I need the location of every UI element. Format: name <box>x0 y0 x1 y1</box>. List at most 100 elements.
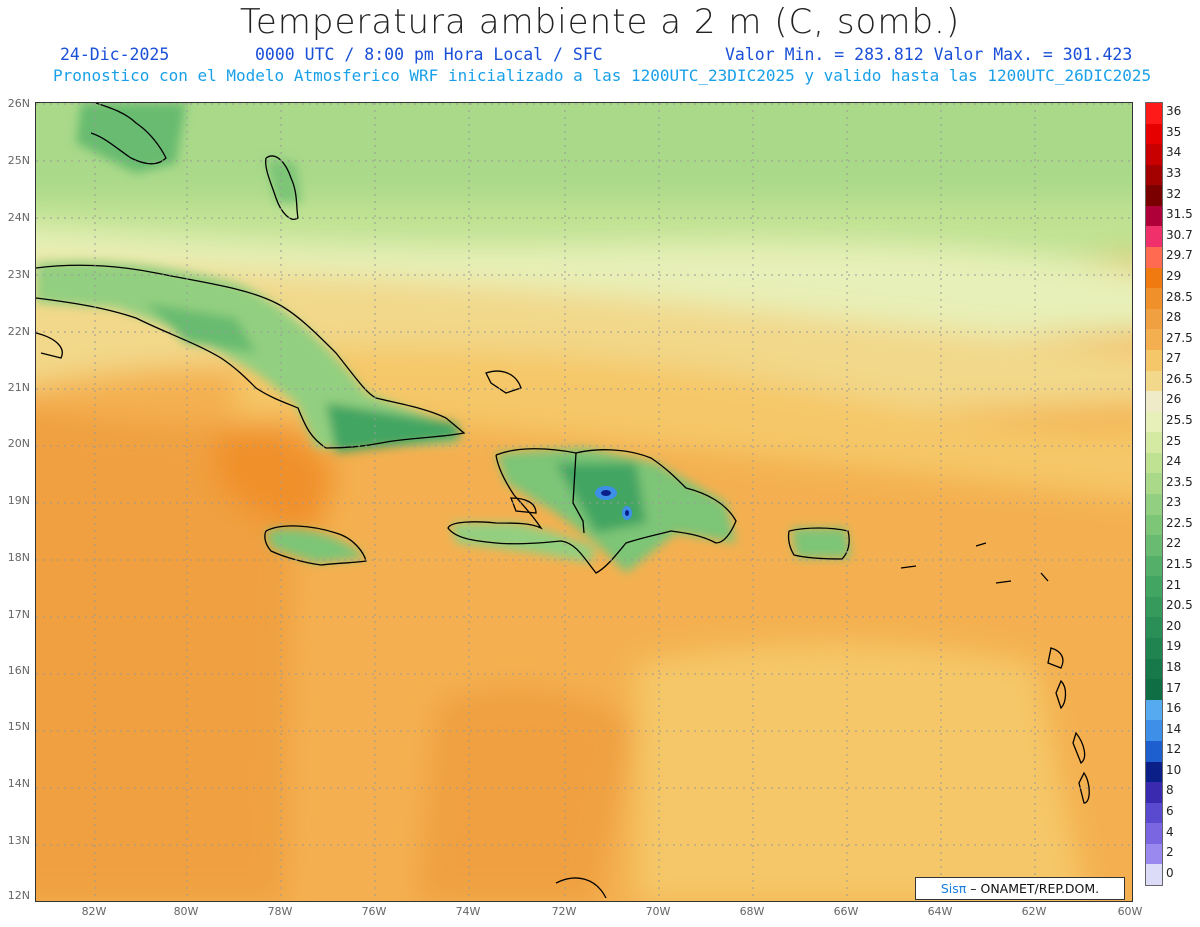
lon-label: 62W <box>1021 905 1047 918</box>
lat-label: 21N <box>7 381 30 394</box>
colorbar-label: 31.5 <box>1166 207 1193 222</box>
colorbar-label: 26.5 <box>1166 371 1193 386</box>
colorbar-label: 23 <box>1166 495 1182 510</box>
lat-label: 25N <box>7 154 30 167</box>
colorbar-label: 24 <box>1166 454 1182 469</box>
lon-label: 64W <box>927 905 953 918</box>
colorbar-label: 27.5 <box>1166 330 1193 345</box>
colorbar-label: 19 <box>1166 639 1182 654</box>
lon-label: 68W <box>739 905 765 918</box>
colorbar-cell <box>1146 370 1162 392</box>
colorbar-label: 22 <box>1166 536 1182 551</box>
colorbar-label: 25.5 <box>1166 412 1193 427</box>
lon-label: 80W <box>173 905 199 918</box>
lat-label: 18N <box>7 551 30 564</box>
lon-label: 72W <box>551 905 577 918</box>
colorbar-label: 4 <box>1166 824 1174 839</box>
lat-label: 23N <box>7 268 30 281</box>
map-canvas <box>36 103 1132 901</box>
lat-label: 24N <box>7 211 30 224</box>
colorbar-cell <box>1146 596 1162 618</box>
colorbar-label: 17 <box>1166 680 1182 695</box>
colorbar-cell <box>1146 843 1162 865</box>
lat-label: 14N <box>7 777 30 790</box>
colorbar-label: 20.5 <box>1166 598 1193 613</box>
colorbar-cell <box>1146 267 1162 289</box>
colorbar-label: 10 <box>1166 762 1182 777</box>
colorbar-label: 21 <box>1166 577 1182 592</box>
colorbar-cell <box>1146 226 1162 248</box>
colorbar-label: 18 <box>1166 659 1182 674</box>
lat-label: 16N <box>7 664 30 677</box>
colorbar-label: 28.5 <box>1166 289 1193 304</box>
forecast-time: 0000 UTC / 8:00 pm Hora Local / SFC <box>255 45 603 64</box>
colorbar-cell <box>1146 288 1162 309</box>
sispi-logo: Sisπ <box>940 881 967 896</box>
colorbar-label: 23.5 <box>1166 474 1193 489</box>
colorbar-cell <box>1146 802 1162 824</box>
colorbar-cell <box>1146 576 1162 597</box>
colorbar-cell <box>1146 493 1162 515</box>
colorbar-cell <box>1146 555 1162 577</box>
colorbar-cell <box>1146 164 1162 186</box>
lat-label: 12N <box>7 889 30 902</box>
lat-label: 19N <box>7 494 30 507</box>
colorbar-cell <box>1146 761 1162 783</box>
colorbar-cell <box>1146 473 1162 494</box>
colorbar-label: 29 <box>1166 268 1182 283</box>
colorbar-label: 25 <box>1166 433 1182 448</box>
colorbar-cell <box>1146 205 1162 227</box>
colorbar-label: 30.7 <box>1166 227 1193 242</box>
page-title: Temperatura ambiente a 2 m (C, somb.) <box>239 2 961 42</box>
coastlines <box>36 103 1090 899</box>
lat-label: 20N <box>7 437 30 450</box>
colorbar-label: 28 <box>1166 310 1182 325</box>
colorbar-cell <box>1146 123 1162 145</box>
lon-label: 78W <box>267 905 293 918</box>
colorbar-label: 16 <box>1166 701 1182 716</box>
lat-label: 13N <box>7 834 30 847</box>
colorbar-cell <box>1146 535 1162 556</box>
graticule <box>36 103 1132 901</box>
colorbar-label: 36 <box>1166 104 1182 119</box>
temperature-map <box>35 102 1133 902</box>
colorbar-cell <box>1146 638 1162 659</box>
colorbar-cell <box>1146 185 1162 206</box>
colorbar-cell <box>1146 247 1162 268</box>
colorbar-label: 14 <box>1166 721 1182 736</box>
lon-label: 70W <box>645 905 671 918</box>
credit-box: Sisπ – ONAMET/REP.DOM. <box>915 877 1125 900</box>
lat-label: 17N <box>7 608 30 621</box>
colorbar-cell <box>1146 679 1162 700</box>
colorbar-cell <box>1146 329 1162 350</box>
colorbar-label: 29.7 <box>1166 248 1193 263</box>
lon-label: 82W <box>81 905 107 918</box>
colorbar-cell <box>1146 432 1162 453</box>
cold-spot <box>595 486 632 520</box>
colorbar-cell <box>1146 699 1162 721</box>
colorbar-label: 6 <box>1166 803 1174 818</box>
colorbar-label: 21.5 <box>1166 557 1193 572</box>
colorbar-label: 32 <box>1166 186 1182 201</box>
forecast-date: 24-Dic-2025 <box>60 45 170 64</box>
colorbar-cell <box>1146 144 1162 165</box>
colorbar-label: 35 <box>1166 124 1182 139</box>
colorbar-label: 27 <box>1166 351 1182 366</box>
colorbar-label: 20 <box>1166 618 1182 633</box>
colorbar-label: 22.5 <box>1166 515 1193 530</box>
min-max-values: Valor Min. = 283.812 Valor Max. = 301.42… <box>725 45 1133 64</box>
colorbar-cell <box>1146 782 1162 803</box>
colorbar-cell <box>1146 823 1162 844</box>
lon-label: 76W <box>361 905 387 918</box>
colorbar-label: 0 <box>1166 865 1174 880</box>
colorbar-cell <box>1146 658 1162 680</box>
lat-label: 22N <box>7 325 30 338</box>
model-info: Pronostico con el Modelo Atmosferico WRF… <box>53 66 1152 85</box>
colorbar-cell <box>1146 308 1162 330</box>
lat-label: 15N <box>7 720 30 733</box>
colorbar-cell <box>1146 740 1162 762</box>
colorbar-cell <box>1146 452 1162 474</box>
colorbar-label: 2 <box>1166 845 1174 860</box>
lon-label: 74W <box>455 905 481 918</box>
lon-label: 60W <box>1117 905 1143 918</box>
